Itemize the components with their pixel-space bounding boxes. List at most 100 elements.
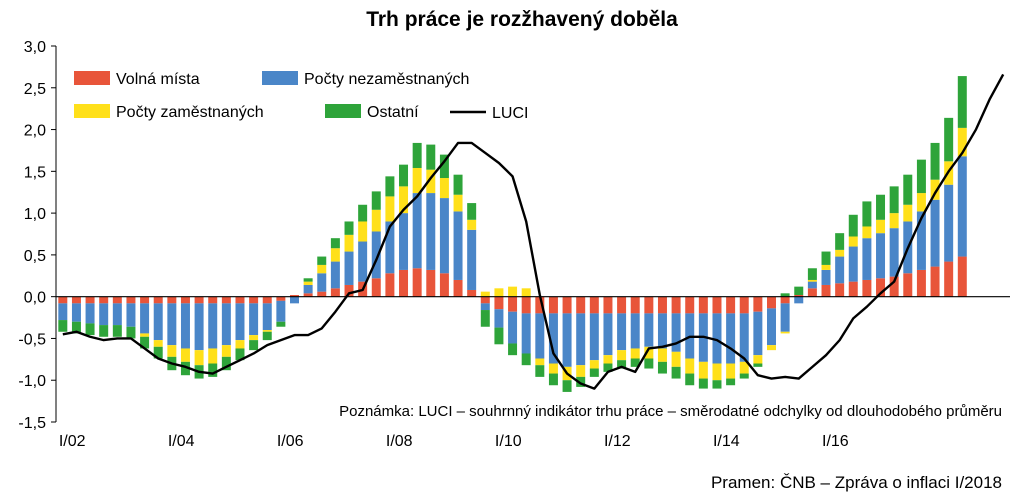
bar-volna bbox=[562, 296, 572, 314]
bar-nezam bbox=[303, 284, 313, 294]
bar-zam bbox=[698, 361, 708, 379]
bar-ostatni bbox=[385, 176, 395, 197]
bar-nezam bbox=[439, 198, 449, 274]
bar-ostatni bbox=[671, 366, 681, 379]
bar-ostatni bbox=[153, 346, 163, 359]
bar-zam bbox=[657, 348, 667, 362]
bar-zam bbox=[535, 358, 545, 366]
bar-zam bbox=[180, 348, 190, 362]
x-tick-label: I/08 bbox=[386, 433, 413, 450]
bar-ostatni bbox=[412, 142, 422, 168]
bar-ostatni bbox=[453, 174, 463, 195]
bar-nezam bbox=[630, 313, 640, 349]
bar-zam bbox=[221, 345, 231, 357]
legend-label-nezam: Počty nezaměstnaných bbox=[304, 71, 469, 88]
bar-ostatni bbox=[739, 373, 749, 379]
bar-volna bbox=[58, 296, 68, 304]
bar-nezam bbox=[712, 313, 722, 364]
bar-zam bbox=[467, 219, 477, 230]
bar-nezam bbox=[726, 313, 736, 364]
bar-volna bbox=[807, 288, 817, 297]
bar-ostatni bbox=[535, 365, 545, 377]
legend-swatch-ostatni bbox=[325, 104, 361, 118]
bar-volna bbox=[140, 296, 150, 304]
bar-zam bbox=[603, 355, 613, 364]
bar-zam bbox=[153, 340, 163, 347]
bar-volna bbox=[535, 296, 545, 314]
bar-ostatni bbox=[712, 380, 722, 389]
bar-volna bbox=[930, 266, 940, 297]
bar-ostatni bbox=[221, 356, 231, 371]
bar-nezam bbox=[358, 241, 368, 282]
plot-area: 3,0 2,5 2,0 1,5 1,0 0,5 0,0 -0,5 -1,0 -1,5 I/02 I/0… bbox=[18, 39, 1010, 450]
bar-volna bbox=[916, 269, 926, 297]
bar-volna bbox=[153, 296, 163, 304]
bar-nezam bbox=[58, 303, 68, 321]
bar-volna bbox=[712, 296, 722, 314]
bar-nezam bbox=[589, 313, 599, 361]
bar-ostatni bbox=[726, 378, 736, 386]
bar-volna bbox=[344, 284, 354, 297]
bar-volna bbox=[480, 296, 490, 304]
bar-nezam bbox=[603, 313, 613, 356]
bar-ostatni bbox=[508, 343, 518, 356]
bar-volna bbox=[794, 295, 804, 297]
chart-note: Poznámka: LUCI – souhrnný indikátor trhu… bbox=[339, 403, 1002, 420]
x-tick-label: I/16 bbox=[822, 433, 849, 450]
bar-zam bbox=[916, 193, 926, 212]
bar-nezam bbox=[739, 313, 749, 362]
bar-ostatni bbox=[576, 376, 586, 387]
bar-volna bbox=[780, 296, 790, 304]
bar-zam bbox=[903, 204, 913, 222]
bar-volna bbox=[194, 296, 204, 304]
bar-volna bbox=[99, 296, 109, 304]
bar-nezam bbox=[153, 303, 163, 341]
bar-zam bbox=[439, 178, 449, 199]
bar-volna bbox=[835, 283, 845, 297]
bar-ostatni bbox=[876, 194, 886, 220]
bar-nezam bbox=[85, 303, 95, 324]
bar-zam bbox=[521, 288, 531, 297]
bar-ostatni bbox=[399, 164, 409, 187]
bar-nezam bbox=[780, 303, 790, 332]
y-tick-label: -1,0 bbox=[18, 373, 46, 390]
bar-volna bbox=[276, 296, 286, 301]
bar-volna bbox=[249, 296, 259, 304]
bar-nezam bbox=[617, 313, 627, 351]
bar-volna bbox=[630, 296, 640, 314]
bar-zam bbox=[807, 279, 817, 282]
x-tick-label: I/14 bbox=[713, 433, 740, 450]
bar-nezam bbox=[821, 269, 831, 285]
bar-volna bbox=[208, 296, 218, 304]
x-tick-label: I/12 bbox=[604, 433, 631, 450]
bar-nezam bbox=[562, 313, 572, 367]
bar-nezam bbox=[521, 313, 531, 354]
bar-zam bbox=[235, 340, 245, 349]
bar-volna bbox=[126, 296, 136, 304]
bar-nezam bbox=[208, 303, 218, 349]
bar-nezam bbox=[930, 199, 940, 267]
bar-volna bbox=[753, 296, 763, 312]
bar-nezam bbox=[399, 213, 409, 270]
bar-ostatni bbox=[249, 340, 259, 351]
bar-volna bbox=[85, 296, 95, 304]
bar-nezam bbox=[262, 303, 272, 331]
bar-ostatni bbox=[371, 191, 381, 210]
y-tick-label: -0,5 bbox=[18, 331, 46, 348]
bar-volna bbox=[617, 296, 627, 314]
bar-ostatni bbox=[467, 203, 477, 220]
bar-zam bbox=[194, 350, 204, 366]
bar-ostatni bbox=[862, 201, 872, 227]
bar-volna bbox=[589, 296, 599, 314]
bar-nezam bbox=[330, 261, 340, 289]
y-tick-label: 1,5 bbox=[24, 164, 46, 181]
bar-nezam bbox=[807, 281, 817, 289]
bar-ostatni bbox=[821, 251, 831, 265]
source-note: Pramen: ČNB – Zpráva o inflaci I/2018 bbox=[711, 473, 1002, 492]
bar-nezam bbox=[657, 313, 667, 349]
bar-ostatni bbox=[753, 363, 763, 367]
bar-volna bbox=[944, 261, 954, 297]
bar-nezam bbox=[671, 313, 681, 352]
bar-volna bbox=[726, 296, 736, 314]
bar-ostatni bbox=[644, 358, 654, 369]
